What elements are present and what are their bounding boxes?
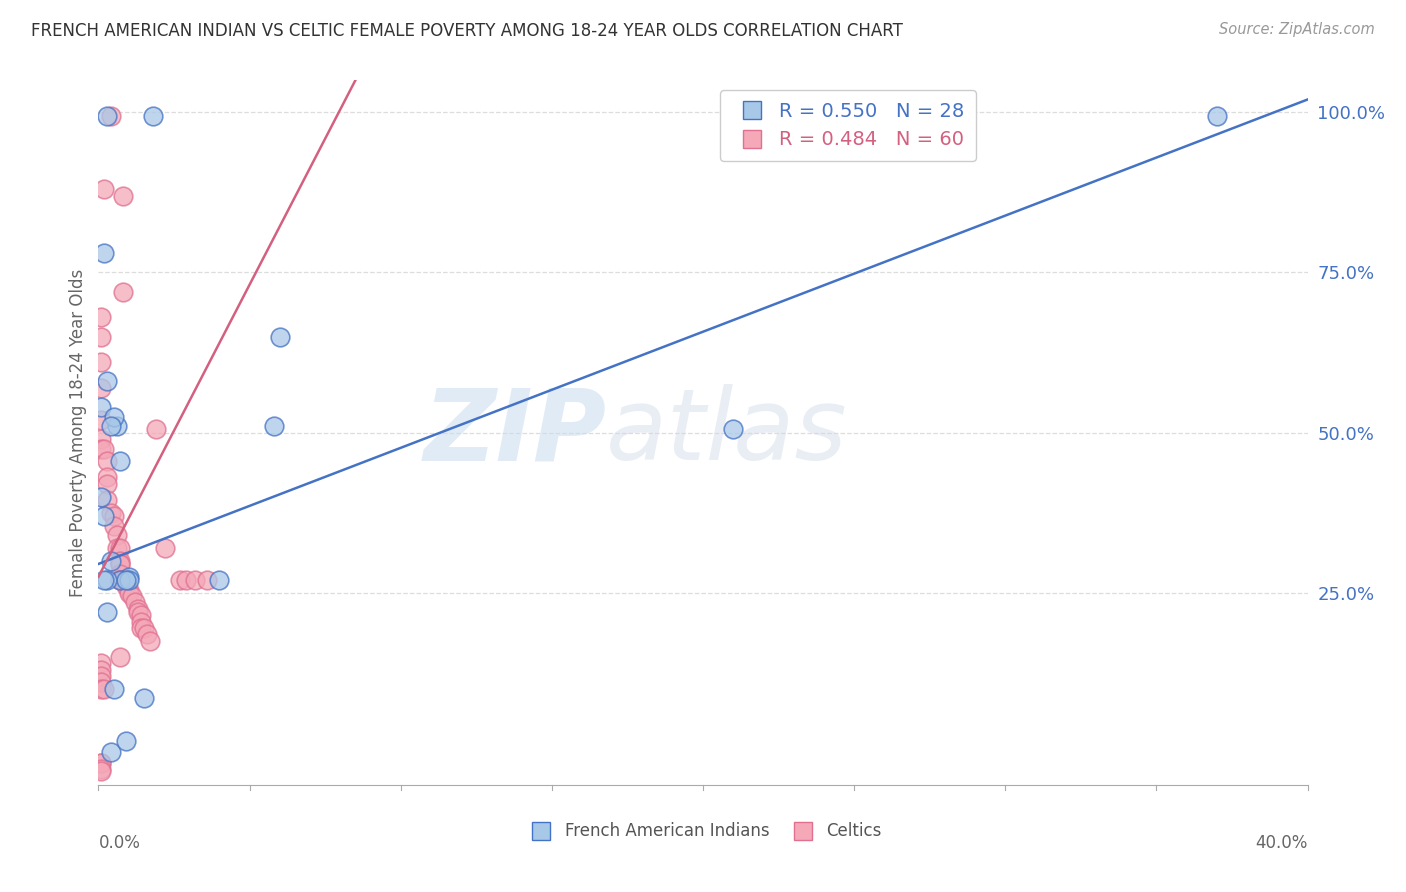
Y-axis label: Female Poverty Among 18-24 Year Olds: Female Poverty Among 18-24 Year Olds <box>69 268 87 597</box>
Point <box>93 573 115 587</box>
Text: FRENCH AMERICAN INDIAN VS CELTIC FEMALE POVERTY AMONG 18-24 YEAR OLDS CORRELATIO: FRENCH AMERICAN INDIAN VS CELTIC FEMALE … <box>31 22 903 40</box>
Point <box>1206 108 1229 122</box>
Point <box>127 601 149 615</box>
Point <box>90 381 112 395</box>
Text: 0.0%: 0.0% <box>98 834 141 852</box>
Point <box>100 419 122 434</box>
Point <box>90 756 112 770</box>
Point <box>118 582 141 597</box>
Point <box>90 490 112 504</box>
Point <box>108 573 131 587</box>
Point <box>108 573 131 587</box>
Point <box>103 681 125 696</box>
Point <box>90 663 112 677</box>
Point <box>93 442 115 456</box>
Point <box>208 573 231 587</box>
Point <box>90 762 112 776</box>
Legend: French American Indians, Celtics: French American Indians, Celtics <box>517 816 889 847</box>
Point <box>111 573 134 587</box>
Point <box>108 573 131 587</box>
Point <box>142 108 165 122</box>
Point <box>105 528 128 542</box>
Point <box>108 557 131 571</box>
Point <box>90 657 112 671</box>
Point <box>127 605 149 619</box>
Text: Source: ZipAtlas.com: Source: ZipAtlas.com <box>1219 22 1375 37</box>
Point <box>129 621 152 635</box>
Point <box>184 573 207 587</box>
Point <box>174 573 197 587</box>
Point <box>132 691 155 706</box>
Point <box>90 432 112 446</box>
Point <box>135 627 157 641</box>
Point <box>96 470 118 484</box>
Point <box>121 589 143 603</box>
Point <box>96 375 118 389</box>
Point <box>100 554 122 568</box>
Point <box>723 422 745 436</box>
Point <box>93 508 115 523</box>
Point <box>114 573 136 587</box>
Point <box>132 621 155 635</box>
Point <box>96 573 118 587</box>
Point <box>108 454 131 468</box>
Point <box>96 476 118 491</box>
Point <box>90 413 112 427</box>
Point <box>108 566 131 581</box>
Point <box>114 734 136 748</box>
Text: 40.0%: 40.0% <box>1256 834 1308 852</box>
Point <box>96 492 118 507</box>
Point <box>90 400 112 414</box>
Point <box>105 419 128 434</box>
Point <box>111 573 134 587</box>
Point <box>90 681 112 696</box>
Point <box>90 764 112 778</box>
Point <box>108 541 131 555</box>
Point <box>93 681 115 696</box>
Point <box>145 422 167 436</box>
Point <box>118 570 141 584</box>
Point <box>103 508 125 523</box>
Point <box>103 518 125 533</box>
Point <box>90 756 112 770</box>
Point <box>153 541 176 555</box>
Point <box>90 329 112 343</box>
Point <box>118 586 141 600</box>
Point <box>195 573 218 587</box>
Point <box>93 246 115 260</box>
Point <box>100 745 122 759</box>
Point <box>96 454 118 468</box>
Point <box>114 579 136 593</box>
Point <box>90 310 112 325</box>
Point <box>93 182 115 196</box>
Point <box>100 108 122 122</box>
Point <box>100 506 122 520</box>
Point <box>129 608 152 623</box>
Point <box>129 615 152 629</box>
Point <box>90 669 112 683</box>
Point <box>105 541 128 555</box>
Point <box>96 605 118 619</box>
Point <box>111 188 134 202</box>
Text: ZIP: ZIP <box>423 384 606 481</box>
Point <box>108 554 131 568</box>
Point <box>90 442 112 456</box>
Text: atlas: atlas <box>606 384 848 481</box>
Point <box>118 573 141 587</box>
Point <box>111 285 134 299</box>
Point <box>169 573 191 587</box>
Point <box>139 633 162 648</box>
Point <box>108 649 131 664</box>
Point <box>124 595 146 609</box>
Point <box>263 419 285 434</box>
Point <box>90 355 112 369</box>
Point <box>90 675 112 690</box>
Point <box>103 409 125 424</box>
Point <box>269 329 291 343</box>
Point <box>108 557 131 571</box>
Point <box>96 108 118 122</box>
